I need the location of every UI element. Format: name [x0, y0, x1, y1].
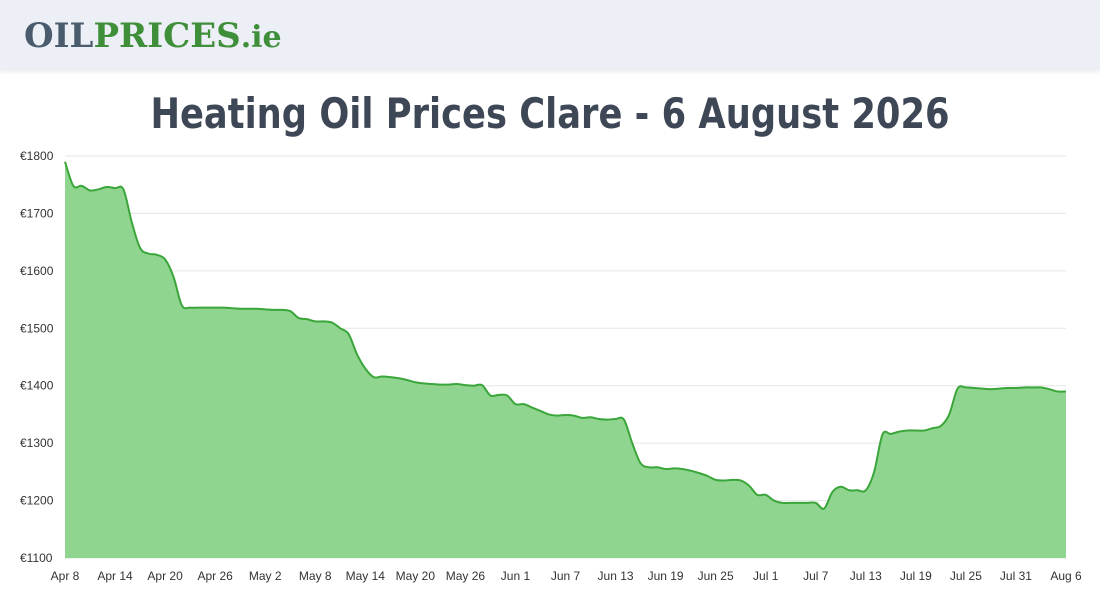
x-tick-label: Jul 13	[850, 569, 882, 583]
x-tick-label: May 20	[396, 569, 436, 583]
y-tick-label: €1700	[20, 206, 54, 220]
x-axis-ticks: Apr 8 Apr 14 Apr 20 Apr 26 May 2 May 8 May 14 M…	[51, 569, 1082, 583]
x-tick-label: May 8	[299, 569, 332, 583]
x-tick-label: Apr 14	[97, 569, 133, 583]
area-series	[64, 161, 1067, 558]
x-tick-label: May 14	[346, 569, 386, 583]
x-tick-label: Jul 31	[1000, 569, 1032, 583]
y-tick-label: €1100	[20, 551, 53, 565]
site-logo[interactable]: OILPRICES.ie	[24, 16, 282, 58]
x-tick-label: Jun 25	[698, 569, 734, 583]
x-tick-label: Aug 6	[1050, 569, 1082, 583]
logo-text-ie: .ie	[240, 20, 282, 55]
y-tick-label: €1400	[20, 379, 54, 393]
x-tick-label: Jun 19	[648, 569, 684, 583]
x-tick-label: May 2	[249, 569, 282, 583]
x-tick-label: Jun 13	[598, 569, 634, 583]
x-tick-label: May 26	[446, 569, 486, 583]
site-header: OILPRICES.ie	[0, 0, 1100, 70]
x-tick-label: Jul 7	[803, 569, 829, 583]
y-tick-label: €1500	[20, 321, 54, 335]
series-line	[64, 161, 1067, 510]
x-tick-label: Apr 26	[197, 569, 233, 583]
area-fill	[65, 161, 1066, 558]
page-title: Heating Oil Prices Clare - 6 August 2026	[150, 89, 950, 138]
y-tick-label: €1800	[20, 149, 54, 163]
x-tick-label: Apr 8	[51, 569, 80, 583]
x-tick-label: Jul 1	[753, 569, 779, 583]
y-tick-label: €1200	[20, 494, 54, 508]
x-tick-label: Jul 25	[950, 569, 982, 583]
y-tick-label: €1300	[20, 436, 54, 450]
logo-text-prices: PRICES	[93, 16, 241, 56]
y-axis-ticks: €1100 €1200 €1300 €1400 €1500 €1600 €1700 €1800	[20, 149, 54, 565]
logo-text-oil: OIL	[24, 16, 94, 56]
x-tick-label: Jun 7	[551, 569, 581, 583]
x-tick-label: Jul 19	[900, 569, 932, 583]
x-tick-label: Jun 1	[501, 569, 531, 583]
y-tick-label: €1600	[20, 264, 54, 278]
x-tick-label: Apr 20	[147, 569, 183, 583]
